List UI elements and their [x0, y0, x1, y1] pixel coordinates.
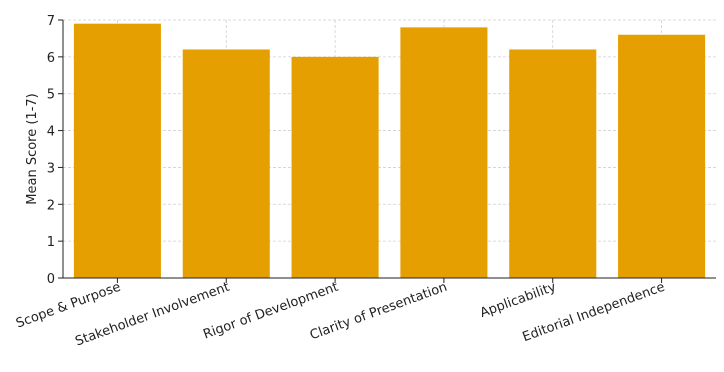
bar — [400, 27, 487, 278]
y-tick-label: 0 — [47, 272, 55, 287]
bars — [74, 24, 705, 278]
y-axis-ticks: 0 1 2 3 4 5 6 7 — [47, 14, 63, 287]
y-axis-title: Mean Score (1-7) — [25, 93, 40, 204]
bar — [618, 35, 705, 278]
y-tick-label: 6 — [47, 51, 55, 66]
x-tick-label: Applicability — [478, 280, 558, 321]
y-tick-label: 2 — [47, 198, 55, 213]
bar — [74, 24, 161, 278]
y-tick-label: 1 — [47, 235, 55, 250]
y-tick-label: 5 — [47, 88, 55, 103]
y-tick-label: 3 — [47, 161, 55, 176]
y-tick-label: 4 — [47, 125, 55, 140]
bar — [292, 57, 379, 278]
y-tick-label: 7 — [47, 14, 55, 29]
bar — [183, 49, 270, 278]
bar — [509, 49, 596, 278]
